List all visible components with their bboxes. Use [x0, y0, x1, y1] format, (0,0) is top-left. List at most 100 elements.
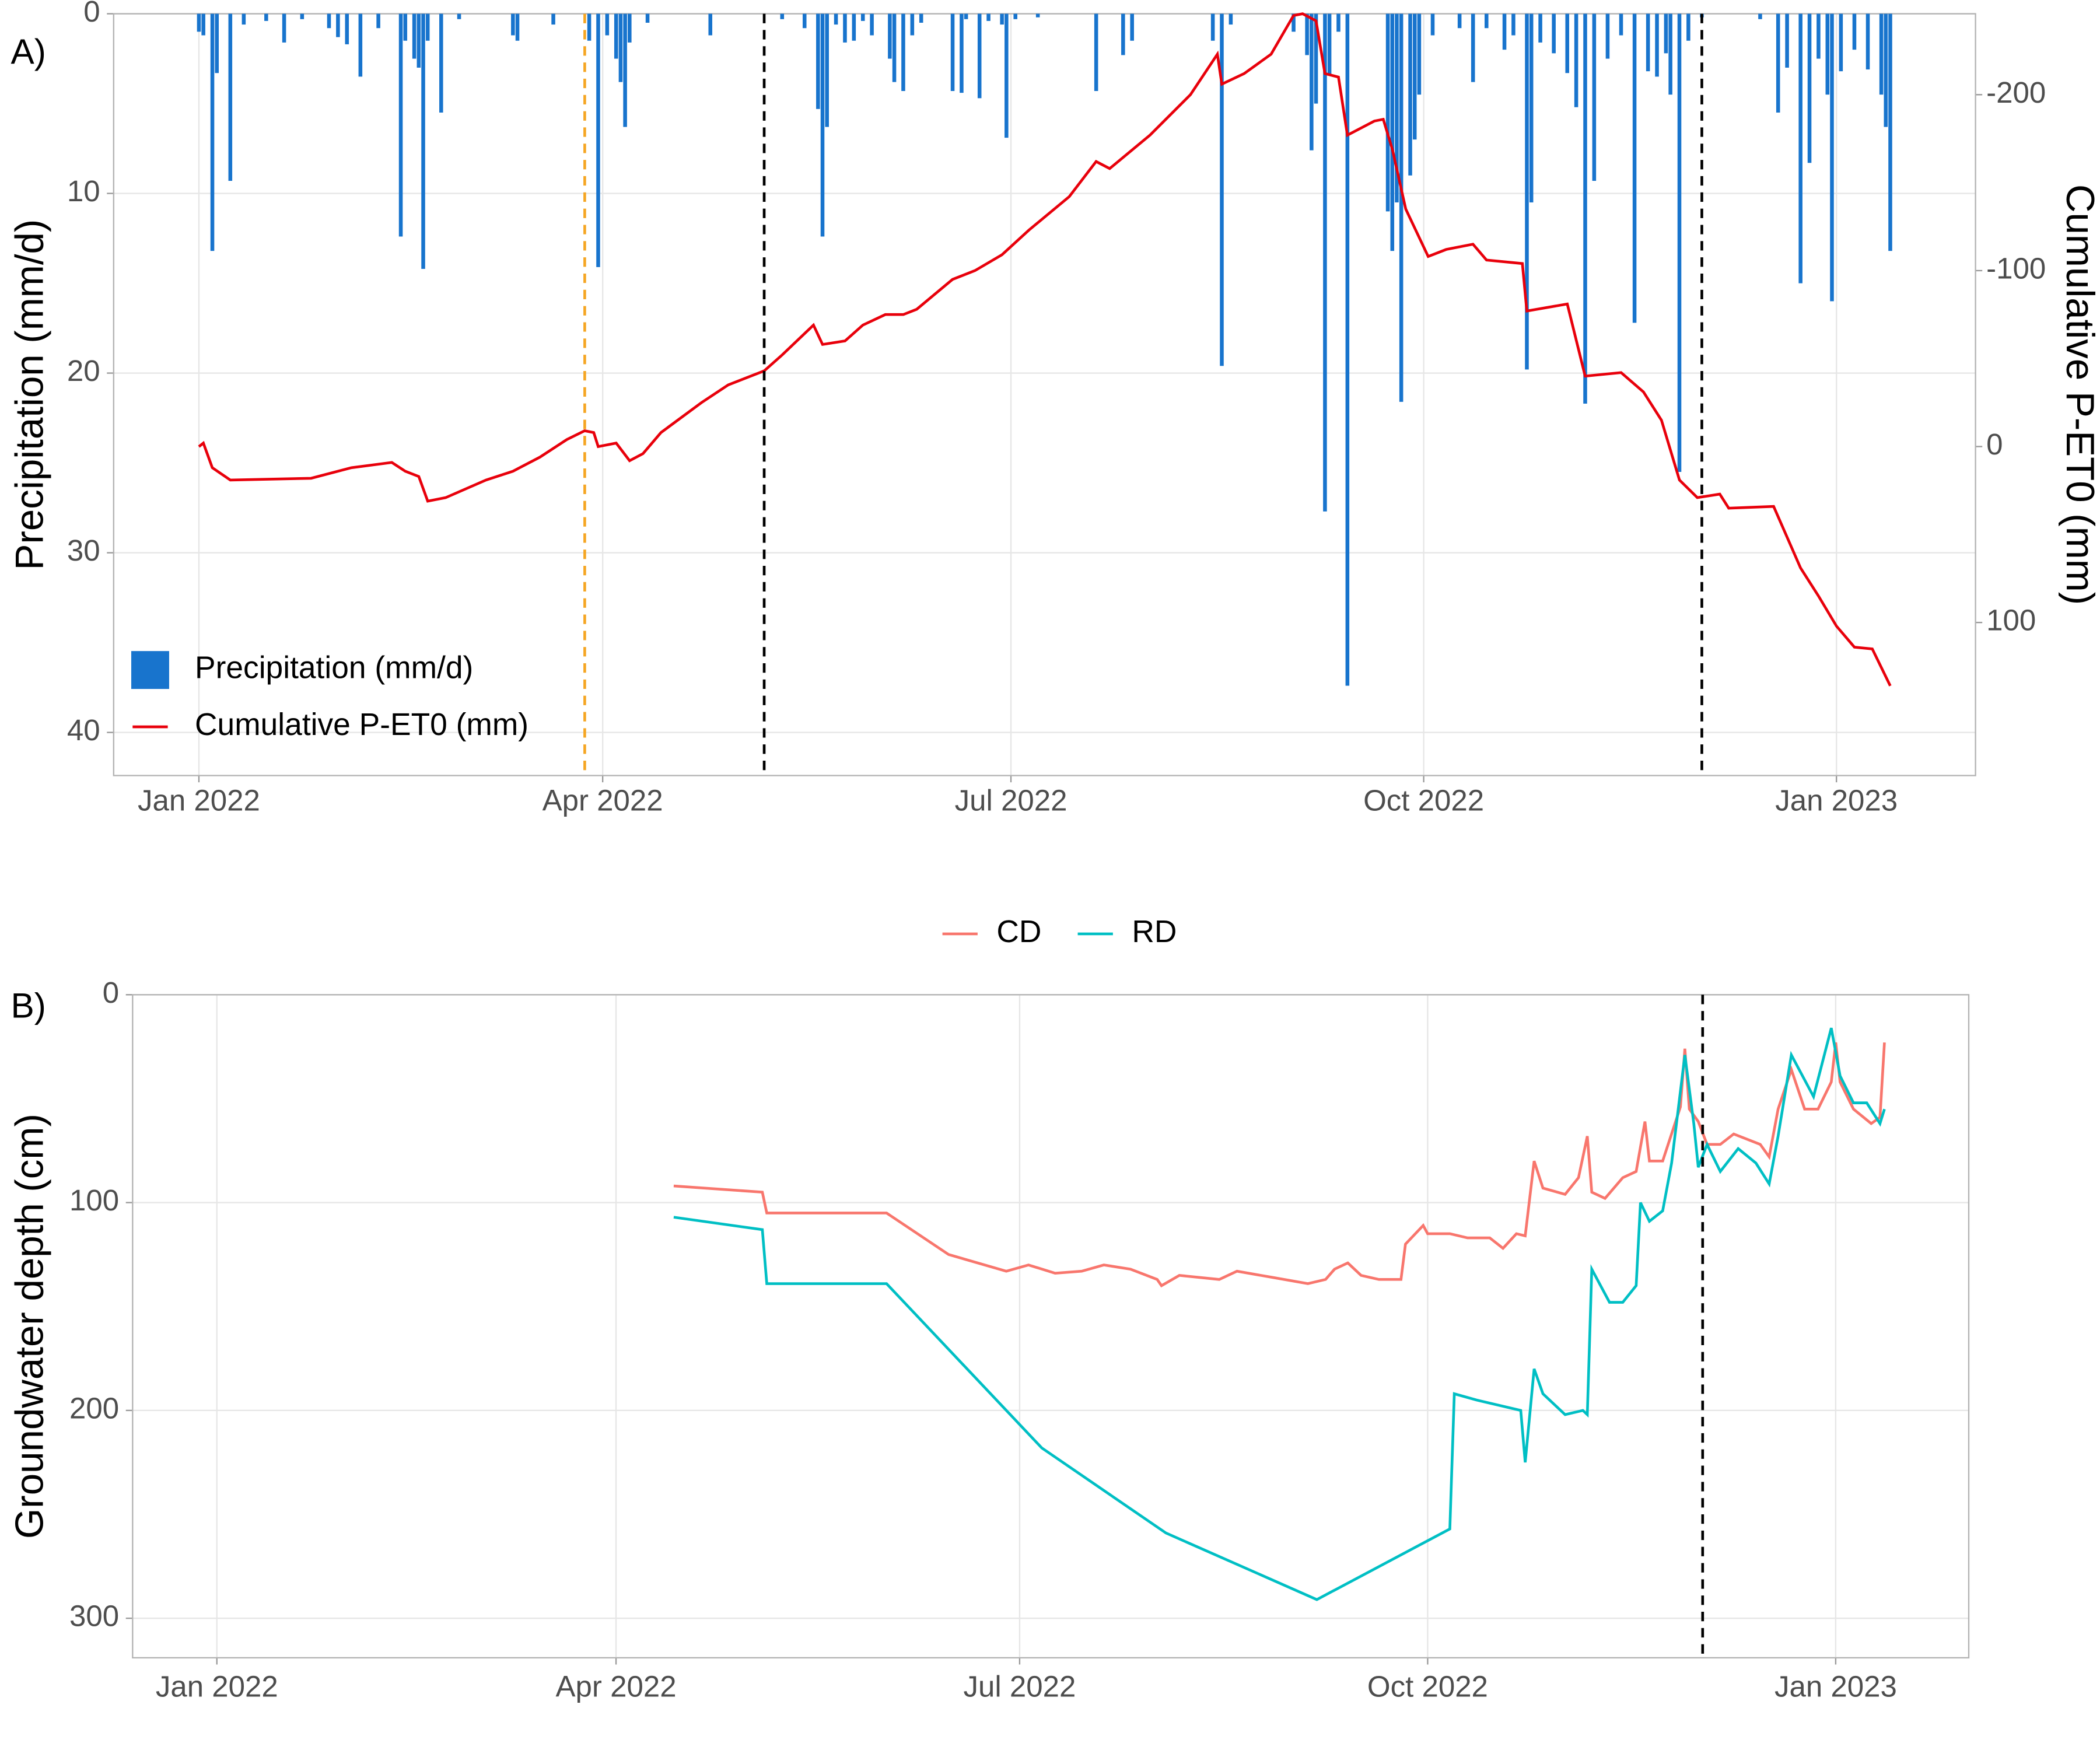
panel-label: A): [11, 32, 46, 71]
bar: [1314, 13, 1318, 104]
bar: [1830, 13, 1834, 302]
bar: [1552, 13, 1556, 54]
bar: [439, 13, 443, 113]
bar: [1583, 13, 1587, 404]
bar: [1210, 13, 1215, 41]
bar: [910, 13, 915, 36]
x-tick-label: Apr 2022: [556, 1670, 677, 1703]
bar: [986, 13, 991, 21]
bar: [1395, 13, 1399, 202]
y-tick-label: 300: [69, 1600, 119, 1633]
bar: [1408, 13, 1412, 176]
bar: [1879, 13, 1884, 95]
bar: [888, 13, 892, 59]
bar: [816, 13, 820, 109]
y2-tick-label: 0: [1986, 428, 2003, 461]
y-tick-label: 0: [83, 0, 100, 28]
y2-tick-label: -100: [1986, 251, 2046, 285]
bar: [596, 13, 600, 267]
bar: [1390, 13, 1395, 251]
bar: [1310, 13, 1314, 150]
bar: [1013, 13, 1017, 19]
bar: [1430, 13, 1435, 36]
bar: [1538, 13, 1542, 43]
bar: [1807, 13, 1812, 163]
bar: [1664, 13, 1668, 54]
bar: [197, 13, 201, 32]
bar: [201, 13, 205, 36]
bar: [1565, 13, 1569, 74]
bar: [1336, 13, 1340, 32]
bar: [852, 13, 856, 41]
bar: [1592, 13, 1597, 181]
line: [673, 1027, 1886, 1601]
bar: [1798, 13, 1803, 284]
bar: [618, 13, 623, 82]
bar: [708, 13, 713, 36]
bar: [210, 13, 215, 251]
legend-label: Precipitation (mm/d): [195, 651, 473, 685]
bar: [511, 13, 515, 36]
bar: [1529, 13, 1534, 202]
bar: [300, 13, 304, 19]
y2-tick-label: -200: [1986, 76, 2046, 109]
bar: [1646, 13, 1650, 72]
bar: [919, 13, 923, 23]
bar: [1574, 13, 1578, 107]
bar: [1485, 13, 1489, 29]
bar: [977, 13, 982, 99]
bar: [950, 13, 955, 92]
plot-border: [132, 994, 1970, 1659]
bar: [398, 13, 403, 237]
bar: [1839, 13, 1843, 72]
bar: [515, 13, 520, 41]
bar: [1345, 13, 1350, 686]
bar: [403, 13, 408, 41]
y-tick-label: 100: [69, 1184, 119, 1217]
bar: [1000, 13, 1004, 25]
bar: [1632, 13, 1637, 323]
y-tick-label: 30: [67, 534, 100, 567]
bar: [1417, 13, 1422, 95]
bar: [416, 13, 421, 68]
bar: [1292, 13, 1296, 32]
x-tick-label: Apr 2022: [542, 783, 663, 817]
bar: [892, 13, 897, 82]
bar: [1502, 13, 1507, 50]
x-tick-label: Jul 2022: [955, 783, 1068, 817]
legend-label: Cumulative P-ET0 (mm): [195, 708, 528, 742]
bar: [802, 13, 807, 29]
bar: [327, 13, 331, 29]
x-tick-label: Oct 2022: [1363, 783, 1484, 817]
bar: [834, 13, 838, 25]
bar: [1412, 13, 1417, 140]
line: [198, 12, 1892, 687]
bar: [376, 13, 380, 29]
x-tick-label: Jan 2022: [156, 1670, 278, 1703]
bar: [870, 13, 874, 36]
bar: [1668, 13, 1672, 95]
bar: [843, 13, 847, 43]
bar: [358, 13, 363, 77]
bar: [1817, 13, 1821, 59]
legend-swatch: [131, 651, 169, 690]
plot-border: [113, 13, 1976, 776]
bar: [215, 13, 219, 74]
bar: [1686, 13, 1690, 41]
panel-label: B): [11, 985, 46, 1025]
bar: [1094, 13, 1098, 92]
panel: 0 100 200 300 Jan 2022 Apr 2022 Jul 2022 Oct 20…: [8, 915, 1970, 1703]
bar: [1323, 13, 1327, 512]
bar: [1220, 13, 1224, 366]
bar: [1327, 13, 1332, 75]
bar: [964, 13, 968, 19]
x-tick-label: Jan 2023: [1775, 783, 1898, 817]
bar: [1655, 13, 1659, 77]
panel: 0 10 20 30 40 Jan 2022 Apr 2022 Jul 2022 Oct 202…: [8, 0, 2100, 817]
bar: [1457, 13, 1462, 29]
bar: [1305, 13, 1309, 55]
bar: [820, 13, 825, 237]
y-tick-label: 40: [67, 713, 100, 747]
